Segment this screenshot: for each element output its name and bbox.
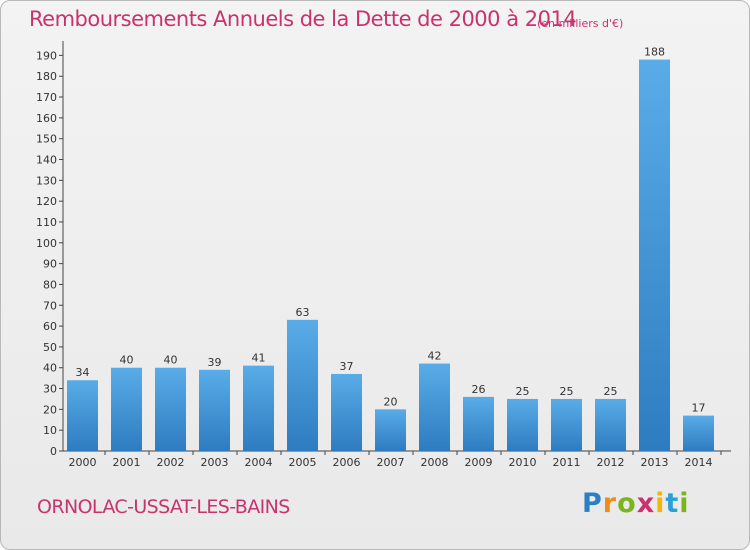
y-tick-label: 80	[43, 278, 57, 291]
x-tick-label-2014: 2014	[685, 456, 713, 469]
x-tick-label-2005: 2005	[289, 456, 317, 469]
bar-2003	[199, 369, 230, 451]
y-tick-label: 30	[43, 383, 57, 396]
bar-2000	[67, 380, 98, 451]
x-tick-label-2010: 2010	[509, 456, 537, 469]
chart-title: Remboursements Annuels de la Dette de 20…	[29, 7, 577, 31]
bar-2007	[375, 409, 406, 451]
x-tick-label-2003: 2003	[201, 456, 229, 469]
x-tick-label-2006: 2006	[333, 456, 361, 469]
y-tick-label: 170	[36, 91, 57, 104]
data-label-2006: 37	[340, 360, 354, 373]
bar-2005	[287, 319, 318, 451]
y-tick-label: 150	[36, 133, 57, 146]
data-label-2004: 41	[252, 352, 266, 365]
y-tick-label: 70	[43, 299, 57, 312]
data-label-2009: 26	[472, 383, 486, 396]
data-label-2002: 40	[164, 354, 178, 367]
data-labels: 34 40 40 39 41 63 37 20 42 26 25 25 25 188 17	[76, 46, 706, 415]
y-tick-label: 10	[43, 424, 57, 437]
bars	[67, 59, 714, 451]
x-tick-label-2004: 2004	[245, 456, 273, 469]
bar-2001	[111, 367, 142, 451]
data-label-2003: 39	[208, 356, 222, 369]
y-tick-label: 60	[43, 320, 57, 333]
bar-2010	[507, 398, 538, 451]
bar-2013	[639, 59, 670, 451]
x-tick-label-2011: 2011	[553, 456, 581, 469]
y-tick-label: 110	[36, 216, 57, 229]
y-tick-label: 130	[36, 174, 57, 187]
data-label-2012: 25	[604, 385, 618, 398]
y-tick-label: 100	[36, 237, 57, 250]
data-label-2013: 188	[644, 46, 665, 59]
chart-unit-note: (en milliers d'€)	[537, 17, 624, 30]
y-axis: 0 10 20 30 40 50 60 70 80 90 100 110 120 130 140 150 160…	[36, 41, 64, 458]
data-label-2014: 17	[692, 402, 706, 415]
x-tick-label-2001: 2001	[113, 456, 141, 469]
proxiti-logo: Proxiti	[582, 488, 690, 519]
commune-name: ORNOLAC-USSAT-LES-BAINS	[37, 496, 290, 518]
y-tick-label: 120	[36, 195, 57, 208]
y-tick-label: 90	[43, 258, 57, 271]
y-tick-label: 140	[36, 154, 57, 167]
x-axis: 2000 2001 2002 2003 2004 2005 2006 2007 2008 2009…	[63, 450, 731, 469]
y-tick-label: 20	[43, 403, 57, 416]
x-tick-label-2000: 2000	[69, 456, 97, 469]
y-tick-label: 50	[43, 341, 57, 354]
x-tick-label-2008: 2008	[421, 456, 449, 469]
data-label-2008: 42	[428, 350, 442, 363]
bar-2006	[331, 373, 362, 451]
x-tick-label-2007: 2007	[377, 456, 405, 469]
bar-2014	[683, 415, 714, 451]
y-tick-label: 190	[36, 49, 57, 62]
y-tick-label: 160	[36, 112, 57, 125]
y-tick-label: 0	[50, 445, 57, 458]
data-label-2005: 63	[296, 306, 310, 319]
bar-2012	[595, 398, 626, 451]
x-tick-label-2002: 2002	[157, 456, 185, 469]
y-tick-label: 40	[43, 362, 57, 375]
data-label-2000: 34	[76, 366, 90, 379]
data-label-2010: 25	[516, 385, 530, 398]
bar-2002	[155, 367, 186, 451]
x-tick-label-2012: 2012	[597, 456, 625, 469]
data-label-2007: 20	[384, 395, 398, 408]
y-tick-label: 180	[36, 70, 57, 83]
x-tick-label-2009: 2009	[465, 456, 493, 469]
bar-2009	[463, 396, 494, 451]
bar-2011	[551, 398, 582, 451]
x-tick-label-2013: 2013	[641, 456, 669, 469]
data-label-2001: 40	[120, 354, 134, 367]
bar-2008	[419, 363, 450, 451]
data-label-2011: 25	[560, 385, 574, 398]
bar-2004	[243, 365, 274, 451]
